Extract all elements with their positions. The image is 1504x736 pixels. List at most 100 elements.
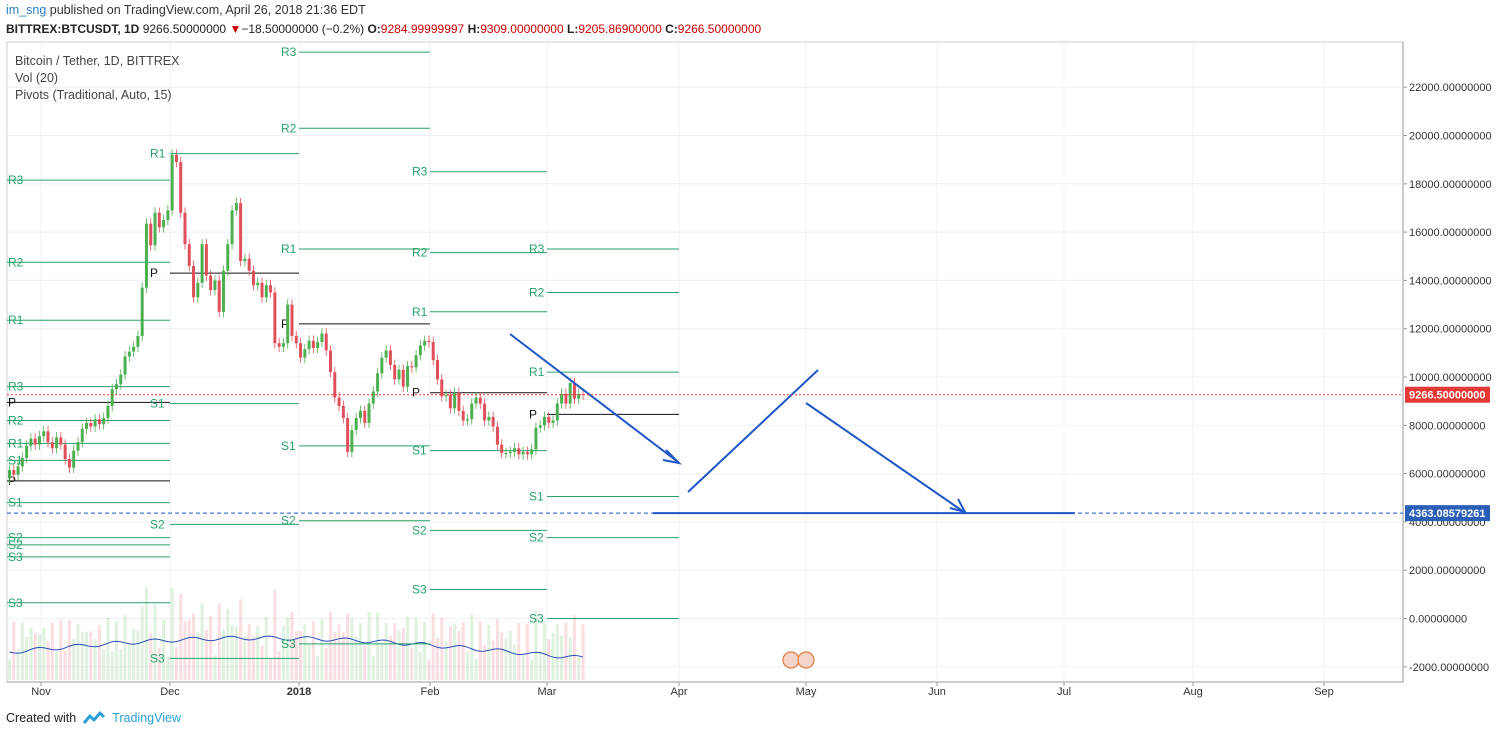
volume-bar (453, 623, 457, 680)
volume-bar (29, 628, 33, 680)
volume-bar (269, 658, 273, 680)
volume-bar (316, 655, 320, 680)
projection-arrow[interactable] (805, 402, 965, 513)
y-axis: 22000.00000000 20000.00000000 18000.000000… (1403, 82, 1492, 674)
volume-bar (127, 643, 131, 680)
candle-body (311, 340, 315, 349)
legend-volume[interactable]: Vol (20) (15, 71, 59, 85)
candle-body (448, 395, 452, 409)
candle-body (46, 431, 50, 443)
candle-body (166, 210, 170, 221)
candle-body (354, 418, 358, 431)
volume-bar (217, 603, 221, 680)
candle-body (162, 220, 166, 228)
candle-body (89, 422, 93, 427)
candle-body (264, 285, 268, 298)
ohlc-bar: BITTREX:BTCUSDT, 1D 9266.50000000 ▼−18.5… (6, 22, 761, 36)
y-tick-label: 0.00000000 (1409, 614, 1467, 626)
volume-bar (483, 645, 487, 680)
volume-bar (474, 658, 478, 680)
y-tick-label: 14000.00000000 (1409, 275, 1492, 287)
legend-series[interactable]: Bitcoin / Tether, 1D, BITTREX (15, 54, 180, 68)
volume-bar (123, 614, 127, 680)
pivot-r2-label: R2 (529, 285, 545, 299)
volume-bar (93, 638, 97, 680)
tradingview-link[interactable]: TradingView (112, 711, 181, 725)
pivot-p-label: P (529, 407, 537, 421)
volume-bar (192, 613, 196, 680)
candle-body (123, 356, 127, 375)
drawing-annotations[interactable] (7, 333, 1403, 515)
volume-bar (89, 631, 93, 680)
x-tick-label: Nov (31, 686, 51, 698)
pivot-r3-label: R3 (8, 173, 24, 187)
x-axis: Nov Dec 2018 Feb Mar Apr May Jun Jul Aug Sep (31, 682, 1334, 698)
pivot-r1-label: R1 (8, 313, 24, 327)
volume-bar (303, 624, 307, 680)
candle-body (453, 392, 457, 409)
pivot-s1-label: S1 (8, 453, 23, 467)
x-tick-label: Jul (1057, 686, 1071, 698)
pivot-s3-label: S3 (8, 596, 23, 610)
candle-body (226, 244, 230, 271)
pivot-s1-label: S1 (412, 444, 427, 458)
candle-body (367, 403, 371, 423)
symbol-label[interactable]: BITTREX:BTCUSDT, 1D (6, 22, 140, 36)
volume-bar (543, 623, 546, 680)
candle-body (444, 395, 448, 397)
candle-body (72, 450, 76, 468)
x-tick-label: Feb (421, 686, 440, 698)
pivot-s2-label: S2 (281, 514, 296, 528)
downtrend-arrow[interactable] (509, 333, 679, 463)
price-tag-label: 4363.08579261 (1409, 508, 1485, 520)
volume-bar (247, 624, 251, 680)
pivot-r3-label: R3 (412, 165, 428, 179)
candle-body (346, 418, 350, 452)
volume-bar (423, 621, 427, 680)
pivot-r1-label: R1 (150, 147, 166, 161)
candle-body (414, 355, 418, 368)
candle-body (25, 445, 29, 458)
x-tick-label: Aug (1183, 686, 1203, 698)
low-value: 9205.86900000 (578, 22, 662, 36)
candle-body (551, 420, 555, 423)
support-trendline[interactable] (687, 369, 819, 493)
candle-body (333, 372, 337, 398)
last-price: 9266.50000000 (142, 22, 227, 36)
candle-body (106, 405, 110, 419)
candle-body (461, 410, 465, 421)
candle-body (42, 431, 46, 437)
candle-body (157, 212, 161, 228)
candle-body (508, 451, 512, 454)
candle-body (256, 282, 260, 286)
candle-body (281, 343, 285, 347)
candle-body (397, 369, 401, 380)
y-tick-label: 6000.00000000 (1409, 469, 1485, 481)
candle-body (97, 419, 101, 425)
candle-body (196, 282, 200, 298)
candle-body (76, 442, 80, 451)
volume-bar (513, 644, 517, 680)
author-link[interactable]: im_sng (6, 3, 47, 17)
volume-bar (183, 621, 187, 680)
candle-body (547, 416, 551, 423)
y-tick-label: -2000.00000000 (1409, 662, 1489, 674)
volume-bar (187, 619, 191, 680)
volume-bar (457, 630, 461, 680)
candle-body (260, 282, 264, 298)
pivot-r3-label: R3 (8, 380, 24, 394)
events-icon[interactable] (782, 651, 815, 669)
footer: Created with TradingView (6, 711, 181, 725)
volume-bar (530, 659, 534, 680)
volume-bar (204, 630, 208, 680)
volume-bar (397, 630, 401, 680)
volume-bar (581, 624, 585, 680)
legend-pivots[interactable]: Pivots (Traditional, Auto, 15) (15, 88, 172, 102)
volume-bar (380, 644, 384, 680)
candle-body (457, 392, 461, 411)
volume-bar (401, 628, 405, 680)
price-tag (1405, 386, 1490, 403)
down-triangle-icon: ▼ (229, 22, 242, 36)
candle-body (247, 258, 251, 271)
